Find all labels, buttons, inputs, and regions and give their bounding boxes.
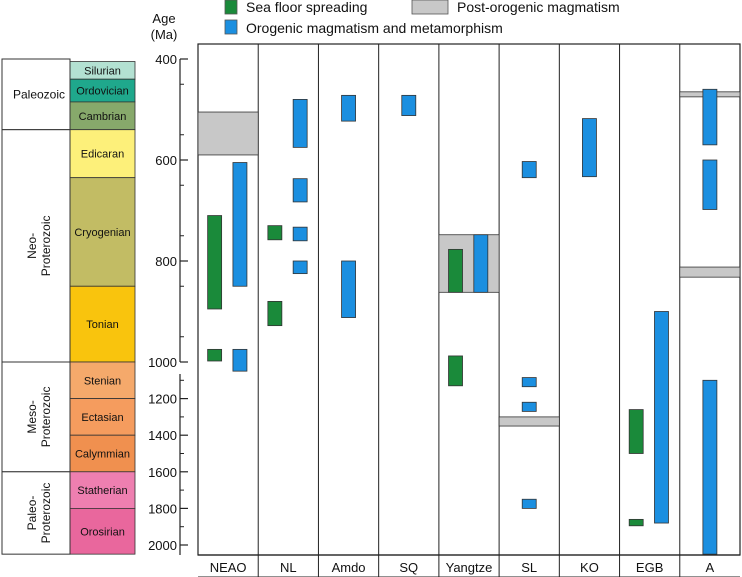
bar-orogenic-egb xyxy=(654,311,669,524)
bar-post-sl xyxy=(498,416,560,427)
column-label-sq: SQ xyxy=(399,560,418,575)
period-label-tonian: Tonian xyxy=(86,319,118,331)
bar-orogenic-ko xyxy=(582,118,597,178)
period-label-ectasian: Ectasian xyxy=(81,412,123,424)
bar-orogenic-amdo xyxy=(341,260,356,318)
tick-label-400: 400 xyxy=(155,52,177,67)
bar-orogenic-nl xyxy=(292,226,308,242)
bar-post-a xyxy=(679,266,741,278)
bar-orogenic-a xyxy=(702,379,718,555)
column-label-sl: SL xyxy=(521,560,537,575)
bar-sea-egb xyxy=(628,409,644,454)
bar-sea-nl xyxy=(267,225,283,241)
bar-post-yangtze xyxy=(438,234,500,293)
bar-sea-egb xyxy=(628,518,644,527)
bar-sea-yangtze xyxy=(448,355,463,387)
column-label-yangtze: Yangtze xyxy=(446,560,493,575)
bar-orogenic-sq xyxy=(401,94,417,116)
period-label-statherian: Statherian xyxy=(77,485,127,497)
period-label-stenian: Stenian xyxy=(84,375,121,387)
column-label-egb: EGB xyxy=(636,560,663,575)
period-statherian xyxy=(69,471,136,509)
bar-orogenic-sl xyxy=(521,161,537,179)
era-label: Proterozoic xyxy=(39,483,53,544)
era-label: Paleozoic xyxy=(13,87,65,101)
tick-label-1600: 1600 xyxy=(148,465,177,480)
era-meso-proterozoic xyxy=(1,361,71,473)
bar-orogenic-a xyxy=(702,88,718,146)
era-label: Proterozoic xyxy=(39,215,53,276)
bar-orogenic-nl xyxy=(292,178,308,203)
legend-swatch-sea xyxy=(224,0,238,15)
period-tonian xyxy=(69,285,136,363)
age-axis: Age(Ma) 400 600 800 1000 1200 1400 1600 1800 2000 xyxy=(148,11,188,555)
bar-orogenic-sl xyxy=(521,401,537,412)
era-neo-proterozoic xyxy=(1,129,71,363)
period-ectasian xyxy=(69,398,136,436)
legend-label-sea: Sea floor spreading xyxy=(246,0,367,15)
column-label-a: A xyxy=(706,560,715,575)
geologic-timescale: Silurian Ordovician Cambrian Edicaran Cryoge… xyxy=(1,58,136,555)
bar-orogenic-sl xyxy=(521,498,537,509)
plot-frame xyxy=(197,43,741,556)
era-paleozoic xyxy=(1,58,71,131)
tick-label-1800: 1800 xyxy=(148,501,177,516)
bar-orogenic-nl xyxy=(292,99,308,148)
column-label-ko: KO xyxy=(580,560,599,575)
column-label-neao: NEAO xyxy=(210,560,247,575)
period-label-calymmian: Calymmian xyxy=(75,449,130,461)
age-axis-title: (Ma) xyxy=(151,27,178,42)
column-label-nl: NL xyxy=(280,560,297,575)
age-axis-title: Age xyxy=(152,11,175,26)
period-label-silurian: Silurian xyxy=(84,65,121,77)
tick-label-800: 800 xyxy=(155,254,177,269)
bar-orogenic-a xyxy=(702,159,718,210)
period-stenian xyxy=(69,361,136,399)
period-label-edicaran: Edicaran xyxy=(81,149,124,161)
bar-orogenic-neao xyxy=(232,162,248,287)
era-label: Neo- xyxy=(25,233,39,259)
bar-sea-neao xyxy=(207,215,223,310)
tick-label-2000: 2000 xyxy=(148,538,177,553)
era-label-group: Neo- Proterozoic xyxy=(25,215,53,276)
legend-swatch-post xyxy=(411,0,449,15)
legend-swatch-orogenic xyxy=(224,19,238,35)
period-cryogenian xyxy=(69,177,136,287)
era-label: Meso- xyxy=(25,400,39,433)
legend-label-post: Post-orogenic magmatism xyxy=(457,0,620,15)
bar-post-neao xyxy=(197,111,259,156)
bar-orogenic-nl xyxy=(292,260,308,275)
bar-orogenic-amdo xyxy=(341,94,356,122)
era-label: Paleo- xyxy=(25,496,39,531)
tick-label-600: 600 xyxy=(155,153,177,168)
period-orosirian xyxy=(69,507,136,555)
bar-orogenic-sl xyxy=(521,377,537,388)
bar-orogenic-yangtze xyxy=(473,234,489,293)
period-calymmian xyxy=(69,434,136,473)
plot-area: NEAO NL Amdo SQ Yangtze SL KO EGB A xyxy=(197,43,741,577)
tick-label-1200: 1200 xyxy=(148,392,177,407)
era-label-group: Meso- Proterozoic xyxy=(25,387,53,448)
period-label-cryogenian: Cryogenian xyxy=(74,227,130,239)
bar-sea-nl xyxy=(267,300,283,327)
era-label-group: Paleo- Proterozoic xyxy=(25,483,53,544)
period-label-cambrian: Cambrian xyxy=(79,111,127,123)
period-label-orosirian: Orosirian xyxy=(80,526,125,538)
legend-label-orogenic: Orogenic magmatism and metamorphism xyxy=(246,20,503,36)
era-label: Proterozoic xyxy=(39,387,53,448)
column-label-amdo: Amdo xyxy=(332,560,366,575)
bar-sea-yangtze xyxy=(448,248,463,293)
era-paleo-proterozoic xyxy=(1,471,71,555)
bar-orogenic-neao xyxy=(232,348,248,372)
legend: Sea floor spreading Post-orogenic magmati… xyxy=(224,0,620,36)
tick-label-1400: 1400 xyxy=(148,428,177,443)
bar-sea-neao xyxy=(207,348,223,362)
period-label-ordovician: Ordovician xyxy=(76,86,129,98)
tick-label-1000: 1000 xyxy=(148,355,177,370)
